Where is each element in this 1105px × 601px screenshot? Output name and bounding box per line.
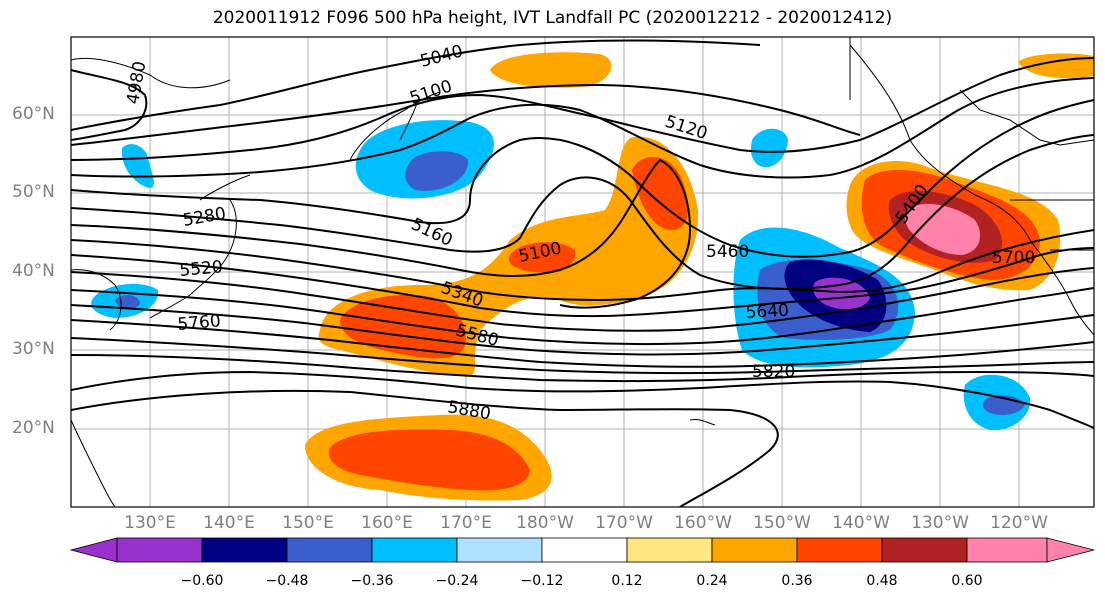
longitude-label: 150°W [753, 513, 811, 533]
longitude-label: 130°W [911, 513, 969, 533]
longitude-label: 140°E [203, 513, 255, 533]
contour-label: 5040 [418, 41, 465, 72]
colorbar-bin [626, 537, 713, 563]
contour-label: 5640 [745, 301, 789, 323]
longitude-label: 160°W [674, 513, 732, 533]
colorbar [69, 537, 1095, 563]
latitude-label: 60°N [12, 104, 55, 124]
colorbar-bin [201, 537, 288, 563]
chart-title: 2020011912 F096 500 hPa height, IVT Land… [212, 8, 893, 28]
colorbar-tick-label: 0.24 [696, 573, 728, 589]
colorbar-tick-label: 0.48 [866, 573, 898, 589]
contour-label: 5460 [706, 242, 749, 262]
colorbar-tick-label: 0.60 [951, 573, 983, 589]
contour-label: 5760 [177, 311, 222, 335]
contour-label: 5700 [992, 248, 1035, 268]
contour-label: 5520 [179, 257, 224, 281]
longitude-label: 120°W [990, 513, 1048, 533]
colorbar-bin [286, 537, 373, 563]
longitude-label: 130°E [124, 513, 176, 533]
longitude-label: 150°E [282, 513, 334, 533]
colorbar-tick-label: −0.60 [180, 573, 224, 589]
colorbar-bin [371, 537, 458, 563]
colorbar-tick-label: 0.12 [611, 573, 643, 589]
colorbar-tick-label: −0.24 [435, 573, 479, 589]
latitude-label: 20°N [12, 418, 55, 438]
latitude-label: 50°N [12, 182, 55, 202]
longitude-label: 180°W [516, 513, 574, 533]
longitude-label: 160°E [361, 513, 413, 533]
colorbar-bin [711, 537, 798, 563]
latitude-label: 40°N [12, 261, 55, 281]
longitude-label: 170°W [595, 513, 653, 533]
longitude-label: 140°W [832, 513, 890, 533]
longitude-label: 170°E [440, 513, 492, 533]
height-contours [71, 39, 1094, 507]
contour-label: 5100 [407, 76, 454, 108]
colorbar-tick-label: −0.12 [520, 573, 564, 589]
colorbar-tick-label: −0.48 [265, 573, 309, 589]
colorbar-tick-label: 0.36 [781, 573, 813, 589]
colorbar-low-extend [69, 537, 118, 563]
colorbar-bin [541, 537, 628, 563]
colorbar-bin [966, 537, 1048, 563]
contour-label: 5280 [181, 204, 227, 231]
coastlines [71, 37, 1094, 507]
contour-label: 5820 [752, 362, 795, 382]
colorbar-tick-label: −0.36 [350, 573, 394, 589]
colorbar-bin [456, 537, 543, 563]
ivt-shading [91, 52, 1094, 501]
colorbar-bin [796, 537, 883, 563]
latitude-label: 30°N [12, 339, 55, 359]
colorbar-bin [881, 537, 968, 563]
colorbar-high-extend [1046, 537, 1095, 563]
map-frame [70, 36, 1095, 508]
colorbar-bin [116, 537, 203, 563]
